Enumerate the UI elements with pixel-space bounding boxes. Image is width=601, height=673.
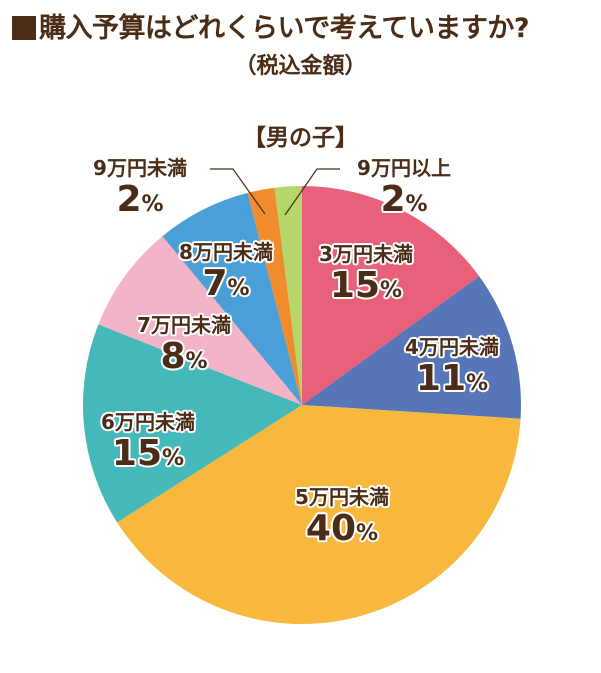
label-9man-under: 9万円未満 2%	[80, 156, 200, 225]
label-name: 4万円未満	[405, 335, 499, 359]
label-3man: 3万円未満 15%	[306, 242, 426, 311]
label-pct: 11%	[415, 358, 489, 399]
label-pct: 7%	[202, 263, 250, 304]
leader-line	[284, 168, 340, 216]
leader-line	[210, 168, 266, 215]
chart-title-text: 購入予算はどれくらいで考えていますか?	[39, 13, 530, 44]
label-pct: 8%	[160, 336, 208, 377]
label-pct: 15%	[111, 433, 185, 474]
pie-slice	[98, 236, 302, 405]
pie-slice	[247, 187, 302, 405]
group-label: 【男の子】	[243, 125, 358, 151]
label-name: 9万円以上	[357, 156, 451, 180]
square-bullet-icon	[12, 16, 36, 40]
label-name: 9万円未満	[93, 156, 187, 180]
label-pct: 2%	[380, 179, 428, 220]
label-4man: 4万円未満 11%	[392, 335, 512, 404]
label-pct: 15%	[329, 265, 403, 306]
label-name: 5万円未満	[295, 485, 389, 509]
label-pct: 2%	[116, 179, 164, 220]
label-9man-over: 9万円以上 2%	[344, 156, 464, 225]
pie-slice	[162, 192, 302, 405]
label-pct: 40%	[305, 508, 379, 549]
pie-slice	[274, 186, 302, 405]
label-name: 3万円未満	[319, 242, 413, 266]
label-6man: 6万円未満 15%	[88, 410, 208, 479]
pie-slice	[302, 186, 480, 405]
pie-slice	[302, 276, 522, 419]
label-5man: 5万円未満 40%	[282, 485, 402, 554]
label-8man: 8万円未満 7%	[166, 240, 286, 309]
pie-slice	[82, 324, 302, 523]
label-name: 7万円未満	[137, 313, 231, 337]
label-name: 6万円未満	[101, 410, 195, 434]
chart-subtitle: （税込金額）	[234, 54, 367, 79]
label-7man: 7万円未満 8%	[124, 313, 244, 382]
chart-title: 購入予算はどれくらいで考えていますか?	[12, 6, 601, 45]
label-name: 8万円未満	[179, 240, 273, 264]
pie-slice	[117, 405, 521, 625]
